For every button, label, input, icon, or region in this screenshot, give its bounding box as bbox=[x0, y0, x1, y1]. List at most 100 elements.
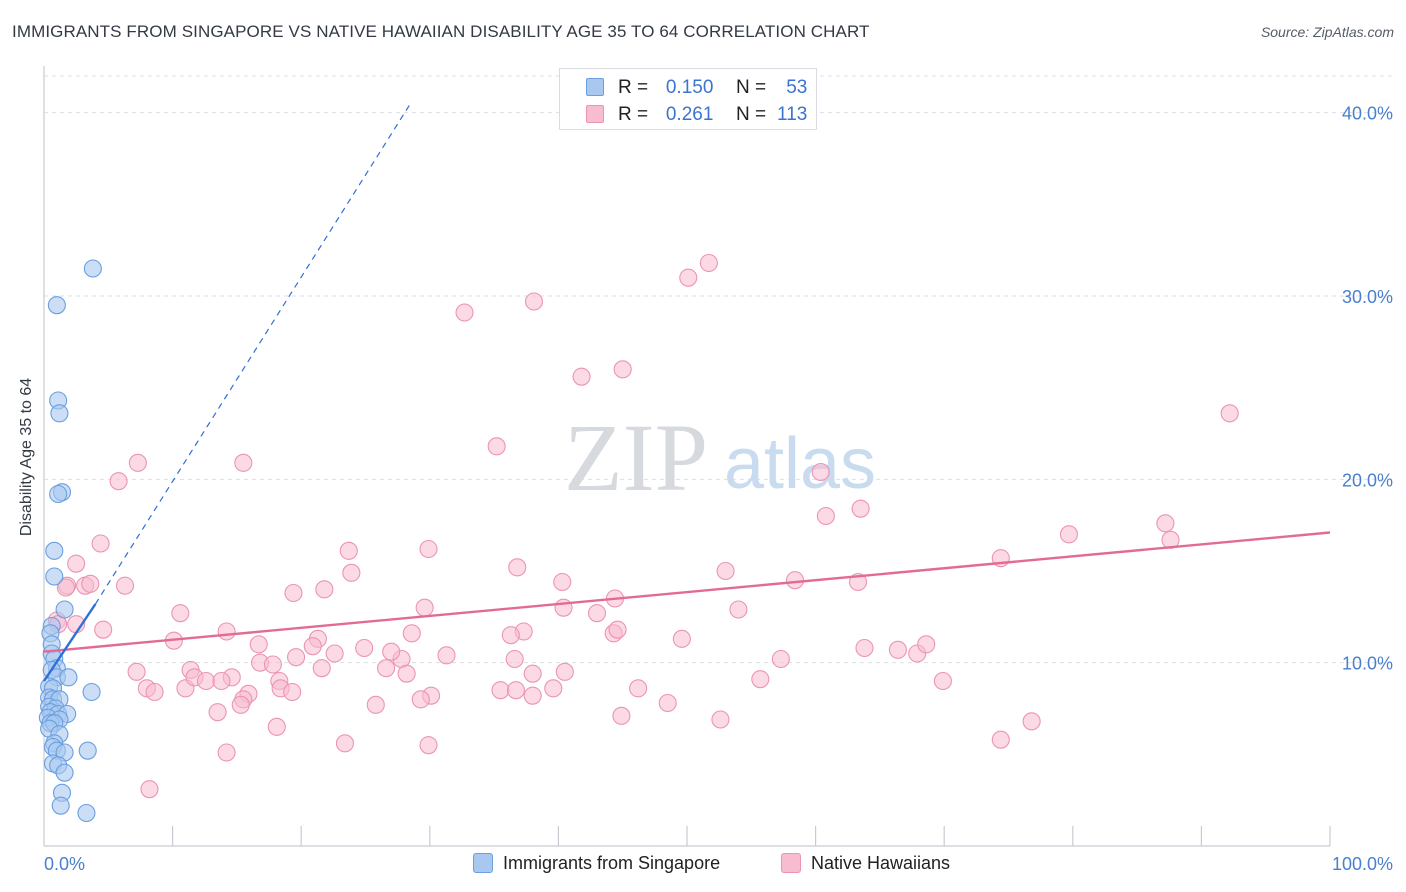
native-hawaiians-point bbox=[553, 572, 572, 592]
native-hawaiians-point bbox=[140, 780, 159, 799]
y-tick-label: 30.0% bbox=[1342, 287, 1393, 307]
native-hawaiians-point bbox=[771, 649, 790, 669]
native-hawaiians-point bbox=[342, 563, 361, 582]
native-hawaiians-point bbox=[572, 367, 591, 386]
y-tick-label: 40.0% bbox=[1342, 104, 1393, 124]
singapore-point bbox=[47, 296, 66, 315]
native-hawaiians-point bbox=[249, 635, 268, 654]
native-hawaiians-point bbox=[127, 662, 146, 681]
singapore-trend-line bbox=[43, 603, 97, 682]
native-hawaiians-point bbox=[109, 472, 128, 491]
r-value: 0.150 bbox=[665, 77, 714, 98]
native-hawaiians-point bbox=[217, 743, 236, 762]
native-hawaiians-point bbox=[56, 578, 75, 597]
native-hawaiians-point bbox=[816, 506, 835, 526]
native-hawaiians-point bbox=[1220, 404, 1239, 423]
native-hawaiians-point bbox=[855, 638, 874, 658]
native-hawaiians-point bbox=[217, 622, 236, 641]
axis-ticks: 10.0% 20.0% 30.0% 40.0% 0.0% 100.0% bbox=[44, 104, 1393, 874]
legend-swatch-blue bbox=[473, 853, 493, 873]
singapore-point bbox=[82, 682, 101, 702]
native-hawaiians-point bbox=[145, 682, 164, 702]
native-hawaiians-point bbox=[506, 681, 526, 700]
native-hawaiians-point bbox=[437, 646, 456, 665]
native-hawaiians-point bbox=[67, 554, 86, 573]
n-value: 53 bbox=[786, 77, 808, 98]
native-hawaiians-point bbox=[544, 679, 563, 698]
native-hawaiians-point bbox=[335, 734, 354, 753]
native-hawaiians-point bbox=[339, 541, 358, 560]
native-hawaiians-point bbox=[729, 600, 748, 619]
native-hawaiians-point bbox=[284, 583, 303, 603]
native-hawaiians-point bbox=[234, 453, 253, 472]
native-hawaiians-points bbox=[47, 253, 1239, 799]
trend-lines bbox=[43, 103, 1331, 682]
native-hawaiians-point bbox=[679, 268, 698, 287]
native-hawaiians-point bbox=[267, 717, 286, 736]
native-hawaiians-point bbox=[303, 637, 322, 656]
native-hawaiians-point bbox=[613, 360, 632, 379]
native-hawaiians-point bbox=[523, 664, 542, 683]
native-hawaiians-point bbox=[315, 580, 334, 599]
native-hawaiians-point bbox=[128, 453, 147, 472]
native-hawaiians-point bbox=[991, 730, 1010, 749]
native-hawaiians-trend-line bbox=[43, 531, 1331, 653]
native-hawaiians-point bbox=[208, 703, 227, 722]
stats-legend: R = 0.150 N = 53 R = 0.261 N = 113 bbox=[559, 68, 817, 130]
y-tick-label: 20.0% bbox=[1342, 470, 1393, 490]
native-hawaiians-point bbox=[312, 659, 331, 678]
singapore-point bbox=[77, 803, 96, 823]
legend-label-hawaiians: Native Hawaiians bbox=[811, 853, 951, 873]
watermark-atlas: atlas bbox=[724, 424, 876, 504]
native-hawaiians-point bbox=[811, 462, 830, 482]
n-value: 113 bbox=[777, 104, 808, 125]
singapore-point bbox=[59, 668, 78, 687]
singapore-point bbox=[45, 567, 64, 586]
r-label: R = bbox=[618, 77, 649, 98]
native-hawaiians-point bbox=[366, 695, 385, 714]
native-hawaiians-point bbox=[587, 604, 607, 623]
native-hawaiians-point bbox=[419, 539, 438, 559]
native-hawaiians-point bbox=[917, 635, 936, 654]
native-hawaiians-point bbox=[377, 659, 396, 678]
watermark: ZIP atlas bbox=[564, 404, 876, 511]
native-hawaiians-point bbox=[554, 598, 573, 617]
native-hawaiians-point bbox=[94, 620, 113, 639]
native-hawaiians-point bbox=[325, 644, 344, 663]
native-hawaiians-point bbox=[672, 629, 691, 648]
native-hawaiians-point bbox=[505, 649, 524, 669]
native-hawaiians-point bbox=[699, 253, 718, 273]
watermark-zip: ZIP bbox=[564, 404, 708, 511]
native-hawaiians-point bbox=[888, 640, 907, 659]
singapore-points bbox=[38, 259, 102, 823]
singapore-point bbox=[83, 259, 102, 278]
native-hawaiians-point bbox=[751, 670, 770, 689]
native-hawaiians-point bbox=[508, 558, 527, 577]
r-label: R = bbox=[618, 104, 649, 125]
native-hawaiians-point bbox=[196, 671, 216, 691]
native-hawaiians-point bbox=[851, 499, 870, 518]
native-hawaiians-point bbox=[711, 710, 730, 729]
x-tick-label: 100.0% bbox=[1332, 854, 1393, 874]
singapore-point bbox=[55, 600, 74, 619]
native-hawaiians-point bbox=[933, 671, 952, 691]
series-legend: Immigrants from Singapore Native Hawaiia… bbox=[0, 852, 1406, 878]
native-hawaiians-point bbox=[283, 682, 302, 702]
singapore-point bbox=[50, 404, 69, 423]
native-hawaiians-point bbox=[608, 620, 627, 639]
native-hawaiians-point bbox=[612, 706, 631, 725]
legend-swatch-blue bbox=[586, 78, 604, 96]
native-hawaiians-point bbox=[382, 642, 401, 661]
chart-title: IMMIGRANTS FROM SINGAPORE VS NATIVE HAWA… bbox=[12, 22, 870, 41]
legend-swatch-pink bbox=[586, 105, 604, 123]
legend-swatch-pink bbox=[781, 853, 801, 873]
native-hawaiians-point bbox=[455, 303, 474, 322]
native-hawaiians-point bbox=[212, 671, 231, 691]
native-hawaiians-point bbox=[171, 604, 190, 623]
native-hawaiians-point bbox=[81, 574, 100, 593]
native-hawaiians-point bbox=[629, 679, 648, 698]
x-tick-label: 0.0% bbox=[44, 854, 85, 874]
native-hawaiians-point bbox=[524, 292, 544, 311]
native-hawaiians-point bbox=[1059, 525, 1078, 544]
native-hawaiians-point bbox=[501, 626, 520, 645]
